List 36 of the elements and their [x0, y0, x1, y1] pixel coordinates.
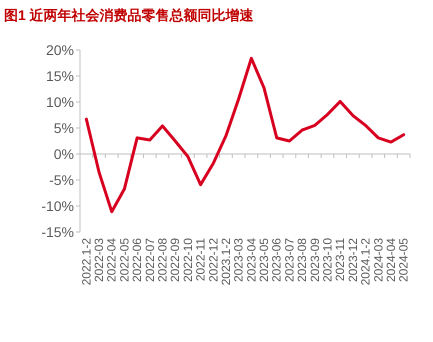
- x-tick-label: 2023-06: [270, 238, 284, 282]
- x-tick-label: 2022.1-2: [79, 238, 94, 286]
- y-tick-label: 10%: [46, 94, 74, 110]
- x-tick-label: 2023-08: [295, 238, 310, 282]
- x-tick-label: 2023-07: [282, 238, 296, 282]
- x-tick-label: 2022-06: [130, 238, 144, 282]
- x-tick-label: 2023-09: [308, 238, 322, 282]
- x-tick-label: 2022-03: [92, 238, 106, 282]
- x-tick-label: 2023-10: [320, 238, 334, 282]
- x-tick-label: 2024-04: [384, 238, 398, 282]
- x-tick-label: 2022-11: [194, 238, 208, 282]
- x-tick-label: 2022-05: [117, 238, 132, 282]
- y-tick-label: -10%: [41, 198, 74, 214]
- y-tick-label: 20%: [46, 42, 74, 58]
- x-tick-label: 2022-09: [168, 238, 182, 282]
- x-tick-label: 2022-10: [180, 238, 195, 282]
- y-tick-label: -15%: [41, 224, 74, 240]
- chart-title: 图1 近两年社会消费品零售总额同比增速: [4, 7, 255, 23]
- x-tick-label: 2023-12: [346, 238, 360, 282]
- line-series: [84, 56, 406, 214]
- x-tick-label: 2023-04: [244, 238, 258, 282]
- x-tick-label: 2023-11: [333, 238, 348, 282]
- x-tick-label: 2023.1-2: [218, 238, 233, 286]
- x-tick-label: 2023-05: [257, 238, 272, 282]
- x-tick-label: 2022-08: [156, 238, 170, 282]
- x-tick-label: 2022-12: [206, 238, 220, 282]
- x-tick-label: 2024-03: [371, 238, 386, 282]
- x-tick-label: 2022-04: [104, 238, 119, 282]
- y-tick-label: 0%: [54, 146, 74, 162]
- y-tick-label: 5%: [54, 120, 74, 136]
- y-tick-label: -5%: [49, 172, 74, 188]
- x-tick-label: 2022-07: [142, 238, 157, 282]
- y-tick-label: 15%: [46, 68, 74, 84]
- x-tick-label: 2024-05: [396, 238, 411, 282]
- x-tick-label: 2024.1-2: [358, 238, 373, 286]
- x-tick-label: 2023-03: [232, 238, 246, 282]
